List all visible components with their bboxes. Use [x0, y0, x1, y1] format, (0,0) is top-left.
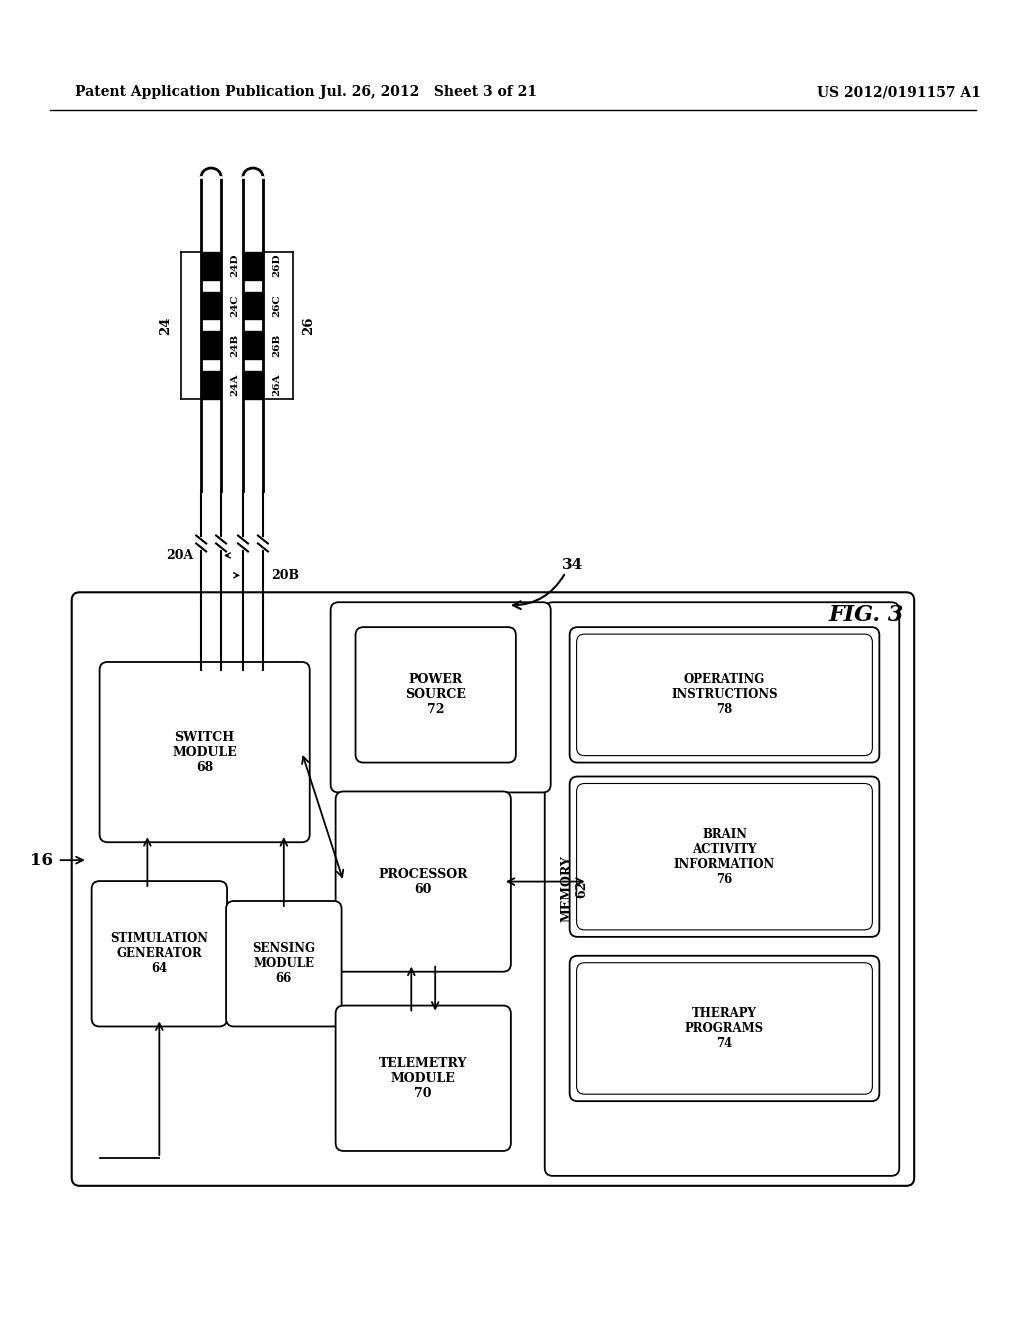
Text: STIMULATION
GENERATOR
64: STIMULATION GENERATOR 64 [111, 932, 208, 975]
Text: POWER
SOURCE
72: POWER SOURCE 72 [406, 673, 466, 717]
Text: 24A: 24A [230, 374, 240, 396]
Text: FIG. 3: FIG. 3 [828, 605, 904, 626]
FancyBboxPatch shape [91, 880, 227, 1027]
Text: 16: 16 [31, 851, 53, 869]
Bar [243, 252, 263, 280]
FancyBboxPatch shape [72, 593, 914, 1185]
Text: 24: 24 [159, 315, 172, 335]
Bar [201, 292, 221, 319]
FancyBboxPatch shape [99, 663, 309, 842]
Text: THERAPY
PROGRAMS
74: THERAPY PROGRAMS 74 [685, 1007, 764, 1049]
Text: SENSING
MODULE
66: SENSING MODULE 66 [252, 942, 315, 985]
Text: PROCESSOR
60: PROCESSOR 60 [379, 867, 468, 895]
Text: 26A: 26A [272, 374, 282, 396]
Text: 34: 34 [562, 558, 584, 573]
FancyBboxPatch shape [226, 902, 342, 1027]
FancyBboxPatch shape [336, 1006, 511, 1151]
FancyBboxPatch shape [331, 602, 551, 792]
FancyBboxPatch shape [577, 634, 872, 755]
FancyBboxPatch shape [577, 962, 872, 1094]
FancyBboxPatch shape [569, 956, 880, 1101]
Text: OPERATING
INSTRUCTIONS
78: OPERATING INSTRUCTIONS 78 [671, 673, 778, 717]
FancyBboxPatch shape [569, 627, 880, 763]
Text: 24C: 24C [230, 294, 240, 317]
Text: Patent Application Publication: Patent Application Publication [75, 86, 314, 99]
FancyBboxPatch shape [545, 602, 899, 1176]
Text: BRAIN
ACTIVITY
INFORMATION
76: BRAIN ACTIVITY INFORMATION 76 [674, 828, 775, 886]
Bar [243, 371, 263, 399]
Bar [243, 292, 263, 319]
Text: SWITCH
MODULE
68: SWITCH MODULE 68 [172, 730, 237, 774]
FancyBboxPatch shape [355, 627, 516, 763]
Text: 26: 26 [302, 315, 315, 335]
Text: 26C: 26C [272, 294, 282, 317]
FancyBboxPatch shape [577, 784, 872, 929]
Text: 24B: 24B [230, 334, 240, 356]
Text: 20B: 20B [271, 569, 299, 582]
Text: TELEMETRY
MODULE
70: TELEMETRY MODULE 70 [379, 1057, 468, 1100]
Bar [201, 371, 221, 399]
Text: US 2012/0191157 A1: US 2012/0191157 A1 [816, 86, 981, 99]
Bar [243, 331, 263, 359]
Text: 26B: 26B [272, 334, 282, 356]
Text: 26D: 26D [272, 253, 282, 277]
Text: Jul. 26, 2012   Sheet 3 of 21: Jul. 26, 2012 Sheet 3 of 21 [319, 86, 537, 99]
FancyBboxPatch shape [336, 792, 511, 972]
Text: MEMORY
62: MEMORY 62 [560, 855, 589, 923]
Text: 24D: 24D [230, 253, 240, 277]
FancyBboxPatch shape [569, 776, 880, 937]
Bar [201, 331, 221, 359]
Text: 20A: 20A [166, 549, 194, 562]
Bar [201, 252, 221, 280]
